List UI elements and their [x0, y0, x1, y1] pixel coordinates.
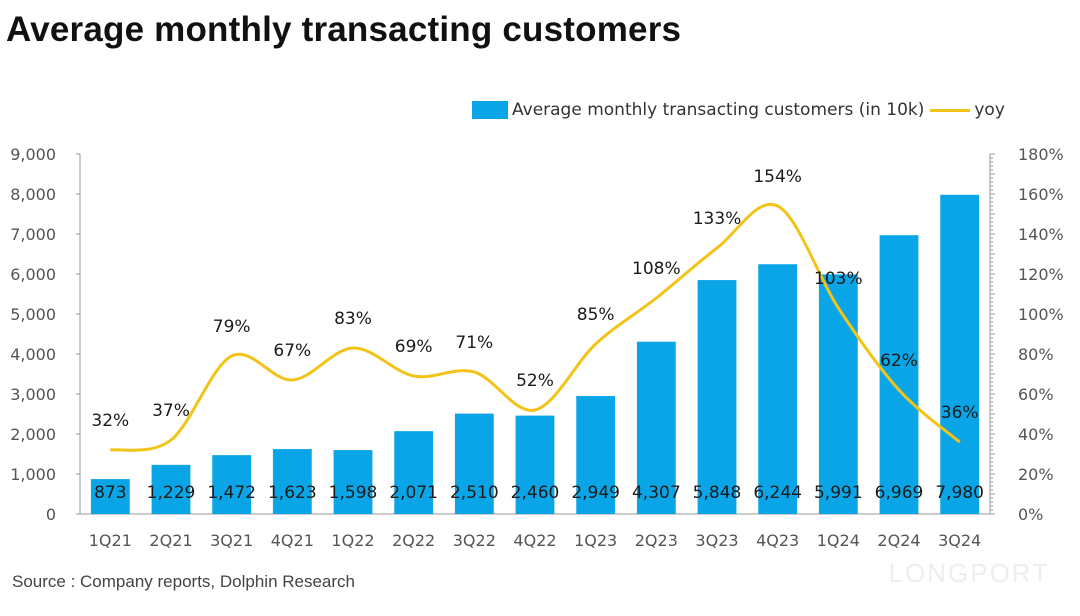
x-tick-label: 3Q24 — [938, 531, 981, 550]
bar — [272, 449, 312, 514]
x-tick-label: 2Q23 — [635, 531, 678, 550]
bar — [576, 396, 616, 514]
bar-value-label: 2,949 — [571, 483, 620, 503]
bar-value-label: 1,598 — [329, 483, 378, 503]
bar-value-label: 1,229 — [147, 483, 196, 503]
legend-bar-label: Average monthly transacting customers (i… — [512, 100, 925, 120]
legend: Average monthly transacting customers (i… — [472, 100, 1005, 120]
bar — [636, 341, 676, 514]
bar — [394, 431, 434, 514]
right-tick-label: 180% — [1018, 145, 1064, 164]
right-tick-label: 20% — [1018, 465, 1054, 484]
right-tick-label: 120% — [1018, 265, 1064, 284]
bar — [940, 194, 980, 515]
right-tick-label: 140% — [1018, 225, 1064, 244]
bar — [212, 455, 252, 514]
bar-value-label: 2,460 — [511, 483, 560, 503]
x-tick-label: 4Q22 — [513, 531, 556, 550]
x-tick-label: 4Q21 — [271, 531, 314, 550]
yoy-line — [110, 202, 961, 452]
yoy-value-label: 36% — [941, 403, 979, 423]
legend-line-swatch — [930, 108, 971, 112]
left-tick-label: 8,000 — [10, 185, 56, 204]
x-tick-label: 2Q21 — [149, 531, 192, 550]
bar-value-label: 6,244 — [753, 483, 802, 503]
yoy-value-label: 32% — [91, 411, 129, 431]
bar-value-label: 2,510 — [450, 483, 499, 503]
bar — [818, 274, 858, 514]
yoy-value-label: 79% — [213, 317, 251, 337]
yoy-value-label: 154% — [753, 167, 802, 187]
yoy-value-label: 71% — [455, 333, 493, 353]
watermark: LONGPORT — [888, 558, 1050, 588]
right-tick-label: 80% — [1018, 345, 1054, 364]
left-tick-label: 6,000 — [10, 265, 56, 284]
chart-title: Average monthly transacting customers — [6, 10, 682, 49]
x-tick-label: 1Q23 — [574, 531, 617, 550]
x-tick-label: 1Q21 — [89, 531, 132, 550]
right-tick-label: 100% — [1018, 305, 1064, 324]
right-tick-label: 160% — [1018, 185, 1064, 204]
yoy-value-label: 103% — [814, 269, 863, 289]
yoy-value-label: 37% — [152, 401, 190, 421]
bar — [333, 450, 373, 514]
yoy-value-label: 67% — [273, 341, 311, 361]
x-tick-label: 3Q23 — [695, 531, 738, 550]
yoy-value-label: 108% — [632, 259, 681, 279]
yoy-value-label: 133% — [693, 209, 742, 229]
yoy-value-label: 52% — [516, 371, 554, 391]
legend-line-label: yoy — [974, 100, 1005, 120]
left-tick-label: 9,000 — [10, 145, 56, 164]
x-tick-label: 3Q21 — [210, 531, 253, 550]
bar-value-label: 1,472 — [207, 483, 256, 503]
yoy-value-label: 83% — [334, 309, 372, 329]
left-tick-label: 0 — [46, 505, 56, 524]
right-tick-label: 60% — [1018, 385, 1054, 404]
x-tick-label: 4Q23 — [756, 531, 799, 550]
yoy-value-label: 85% — [577, 305, 615, 325]
bar — [758, 264, 798, 514]
x-tick-label: 2Q22 — [392, 531, 435, 550]
bar — [697, 280, 737, 514]
bar-value-label: 5,848 — [693, 483, 742, 503]
bar-value-label: 873 — [94, 483, 126, 503]
left-tick-label: 3,000 — [10, 385, 56, 404]
bar — [454, 413, 494, 514]
bar-value-label: 7,980 — [935, 483, 984, 503]
left-tick-label: 2,000 — [10, 425, 56, 444]
bar — [90, 479, 130, 514]
left-tick-label: 5,000 — [10, 305, 56, 324]
left-tick-label: 7,000 — [10, 225, 56, 244]
bar-value-label: 6,969 — [875, 483, 924, 503]
right-tick-label: 0% — [1018, 505, 1043, 524]
x-tick-label: 1Q22 — [331, 531, 374, 550]
source-note: Source : Company reports, Dolphin Resear… — [12, 572, 355, 591]
yoy-value-label: 62% — [880, 351, 918, 371]
x-tick-label: 2Q24 — [877, 531, 920, 550]
bar — [151, 464, 191, 514]
bar-value-label: 4,307 — [632, 483, 681, 503]
legend-bar-swatch — [472, 101, 508, 119]
x-tick-label: 1Q24 — [817, 531, 860, 550]
bar — [515, 415, 555, 514]
bar-value-label: 5,991 — [814, 483, 863, 503]
bar-value-label: 1,623 — [268, 483, 317, 503]
left-tick-label: 4,000 — [10, 345, 56, 364]
yoy-value-label: 69% — [395, 337, 433, 357]
left-tick-label: 1,000 — [10, 465, 56, 484]
right-tick-label: 40% — [1018, 425, 1054, 444]
bar-value-label: 2,071 — [389, 483, 438, 503]
x-tick-label: 3Q22 — [453, 531, 496, 550]
